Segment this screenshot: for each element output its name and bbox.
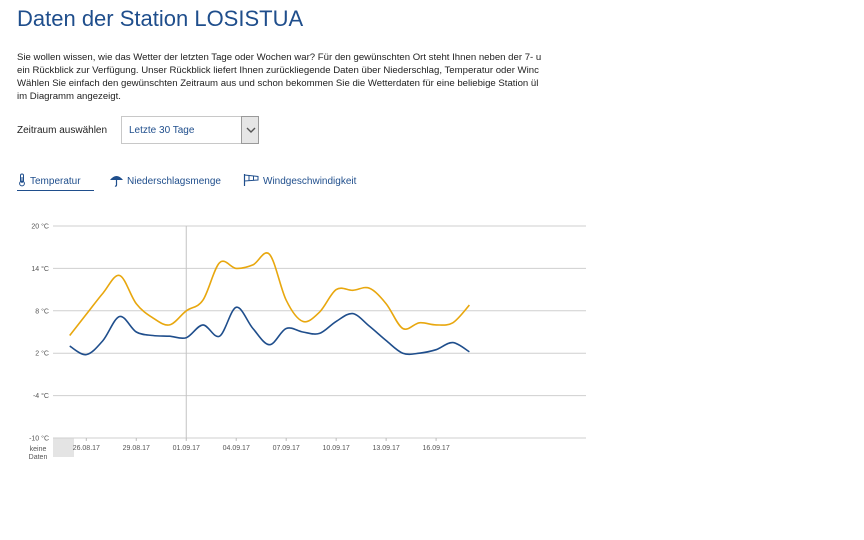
x-tick-label: 01.09.17	[173, 445, 200, 452]
tab-niederschlagsmenge[interactable]: Niederschlagsmenge	[109, 172, 221, 190]
tab-temperatur[interactable]: Temperatur	[17, 172, 94, 191]
y-tick-label: 14 °C	[31, 265, 49, 273]
y-tick-label: 20 °C	[31, 223, 49, 231]
tab-label: Temperatur	[30, 175, 81, 187]
period-label: Zeitraum auswählen	[17, 125, 108, 136]
windsock-icon	[243, 173, 260, 190]
intro-line: Wählen Sie einfach den gewünschten Zeitr…	[17, 78, 539, 89]
x-tick-label: 04.09.17	[223, 445, 250, 452]
series-line-min	[69, 306, 470, 356]
x-tick-label: 13.09.17	[373, 445, 400, 452]
dropdown-button[interactable]	[241, 116, 259, 144]
x-tick-label: 10.09.17	[323, 445, 350, 452]
period-select-value: Letzte 30 Tage	[129, 125, 195, 136]
tab-windgeschwindigkeit[interactable]: Windgeschwindigkeit	[243, 172, 356, 190]
no-data-label: Daten	[29, 454, 48, 461]
y-tick-label: 8 °C	[35, 307, 49, 315]
page-title: Daten der Station LOSISTUA	[17, 6, 304, 31]
intro-line: ein Rückblick zur Verfügung. Unser Rückb…	[17, 65, 539, 76]
intro-line: im Diagramm angezeigt.	[17, 91, 121, 102]
series-line-max	[69, 252, 470, 336]
x-tick-label: 07.09.17	[273, 445, 300, 452]
intro-line: Sie wollen wissen, wie das Wetter der le…	[17, 52, 542, 63]
umbrella-icon	[109, 173, 124, 190]
period-select[interactable]: Letzte 30 Tage	[121, 116, 259, 144]
tab-label: Windgeschwindigkeit	[263, 175, 357, 187]
content-area: Daten der Station LOSISTUA Sie wollen wi…	[17, 6, 587, 461]
chevron-down-icon	[246, 127, 256, 133]
x-tick-label: 26.08.17	[73, 445, 100, 452]
thermometer-icon	[17, 173, 27, 190]
no-data-box	[53, 438, 74, 457]
x-tick-label: 29.08.17	[123, 445, 150, 452]
y-tick-label: 2 °C	[35, 350, 49, 358]
tab-label: Niederschlagsmenge	[127, 175, 221, 187]
y-tick-label: -4 °C	[33, 392, 49, 400]
x-tick-label: 16.09.17	[422, 445, 449, 452]
y-tick-label: -10 °C	[29, 435, 49, 443]
no-data-label: keine	[30, 446, 47, 453]
temperature-chart: 20 °C 14 °C 8 °C 2 °C -4 °C -10 °C 26.08.17 29.…	[29, 223, 586, 461]
intro-text: Sie wollen wissen, wie das Wetter der le…	[17, 51, 587, 103]
